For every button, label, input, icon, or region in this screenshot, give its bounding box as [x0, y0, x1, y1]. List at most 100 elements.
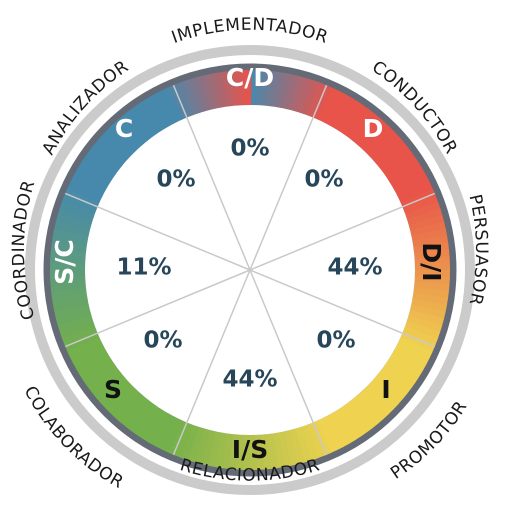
- outer-gray-ring: [25, 45, 475, 495]
- color-band-slice: [408, 214, 445, 232]
- segment-divider: [64, 192, 251, 271]
- percent-is: 44%: [222, 367, 277, 393]
- color-band-slice: [95, 375, 128, 404]
- color-band-slice: [386, 357, 420, 383]
- color-band-slice: [283, 430, 299, 466]
- color-band-slice: [215, 71, 229, 108]
- color-band-slice: [70, 174, 105, 198]
- color-band-slice: [311, 84, 333, 120]
- color-band-slice: [380, 146, 413, 174]
- percent-d: 0%: [304, 167, 343, 193]
- color-band-slice: [72, 346, 108, 370]
- color-band-slice: [194, 75, 212, 112]
- color-band-slice: [412, 292, 449, 307]
- color-band-slice: [87, 366, 120, 394]
- code-sc: S/C: [50, 239, 79, 284]
- code-i: I: [381, 375, 390, 404]
- color-band-slice: [220, 433, 233, 469]
- color-band-slice: [181, 79, 201, 115]
- percent-sc: 11%: [116, 255, 171, 281]
- color-band-slice: [59, 200, 96, 220]
- color-band-slice: [254, 434, 264, 470]
- color-band-slice: [162, 86, 184, 122]
- color-band-slice: [62, 193, 98, 214]
- color-band-slice: [213, 432, 228, 469]
- color-band-slice: [294, 426, 312, 463]
- color-band-slice: [356, 116, 385, 149]
- color-band-slice: [154, 415, 178, 450]
- color-band-slice: [132, 103, 159, 137]
- color-band-slice: [92, 140, 125, 169]
- color-band-slice: [76, 351, 111, 376]
- color-band: [50, 70, 450, 470]
- color-band-slice: [115, 391, 144, 424]
- color-band-slice: [406, 315, 443, 334]
- color-band-slice: [161, 417, 183, 453]
- color-band-slice: [341, 403, 368, 437]
- color-band-slice: [51, 240, 87, 253]
- color-band-slice: [96, 135, 129, 164]
- color-band-slice: [277, 431, 292, 468]
- color-band-slice: [175, 81, 195, 118]
- color-band-slice: [50, 274, 86, 284]
- segment-divider: [249, 269, 328, 456]
- color-band-slice: [173, 422, 194, 458]
- color-band-slice: [412, 235, 449, 249]
- color-band-slice: [321, 415, 344, 451]
- color-band-slice: [52, 297, 89, 312]
- color-band-slice: [327, 93, 352, 128]
- color-band-slice: [80, 157, 114, 183]
- segment-divider: [249, 84, 328, 271]
- color-band-slice: [188, 77, 206, 114]
- color-band-slice: [272, 71, 287, 108]
- color-band-slice: [316, 418, 338, 454]
- color-band-slice: [208, 72, 223, 109]
- color-band-slice: [138, 99, 164, 134]
- color-band-slice: [346, 108, 375, 141]
- color-band-slice: [400, 331, 436, 353]
- color-band-slice: [261, 70, 273, 107]
- color-band-slice: [326, 412, 350, 448]
- code-c: C: [115, 114, 133, 143]
- color-band-slice: [59, 319, 95, 339]
- color-band-slice: [392, 170, 428, 194]
- color-band-slice: [79, 356, 114, 382]
- color-band-slice: [54, 220, 91, 236]
- color-band-slice: [91, 370, 124, 399]
- color-band-slice: [389, 352, 424, 378]
- color-band-slice: [306, 82, 327, 118]
- color-band-slice: [150, 92, 174, 128]
- color-band-slice: [398, 182, 434, 204]
- color-band-slice: [411, 298, 447, 313]
- color-band-slice: [332, 96, 358, 131]
- segment-divider: [172, 84, 251, 271]
- color-band-slice: [383, 152, 417, 179]
- color-band-slice: [402, 195, 439, 215]
- color-band-slice: [105, 383, 136, 414]
- color-band-slice: [414, 263, 450, 272]
- color-band-slice: [278, 73, 293, 109]
- color-band-slice: [410, 221, 446, 237]
- color-band-slice: [55, 308, 92, 326]
- color-band-slice: [405, 201, 441, 221]
- color-band-slice: [66, 336, 102, 358]
- color-band-slice: [137, 406, 163, 440]
- color-band-slice: [106, 125, 137, 156]
- color-band-slice: [236, 70, 246, 106]
- color-band-slice: [389, 164, 424, 189]
- color-band-slice: [299, 425, 319, 461]
- color-band-slice: [411, 228, 448, 243]
- color-band-slice: [337, 100, 363, 134]
- color-band-slice: [121, 111, 150, 144]
- color-band-slice: [404, 320, 441, 340]
- color-band-slice: [367, 380, 399, 410]
- color-band-slice: [284, 74, 300, 111]
- color-band-slice: [295, 77, 314, 114]
- color-band-slice: [55, 213, 92, 231]
- color-band-slice: [61, 325, 98, 345]
- color-band-slice: [414, 256, 450, 266]
- color-band-slice: [57, 206, 94, 225]
- color-band-slice: [50, 247, 87, 259]
- segment-divider: [64, 269, 251, 348]
- color-band-slice: [408, 309, 445, 327]
